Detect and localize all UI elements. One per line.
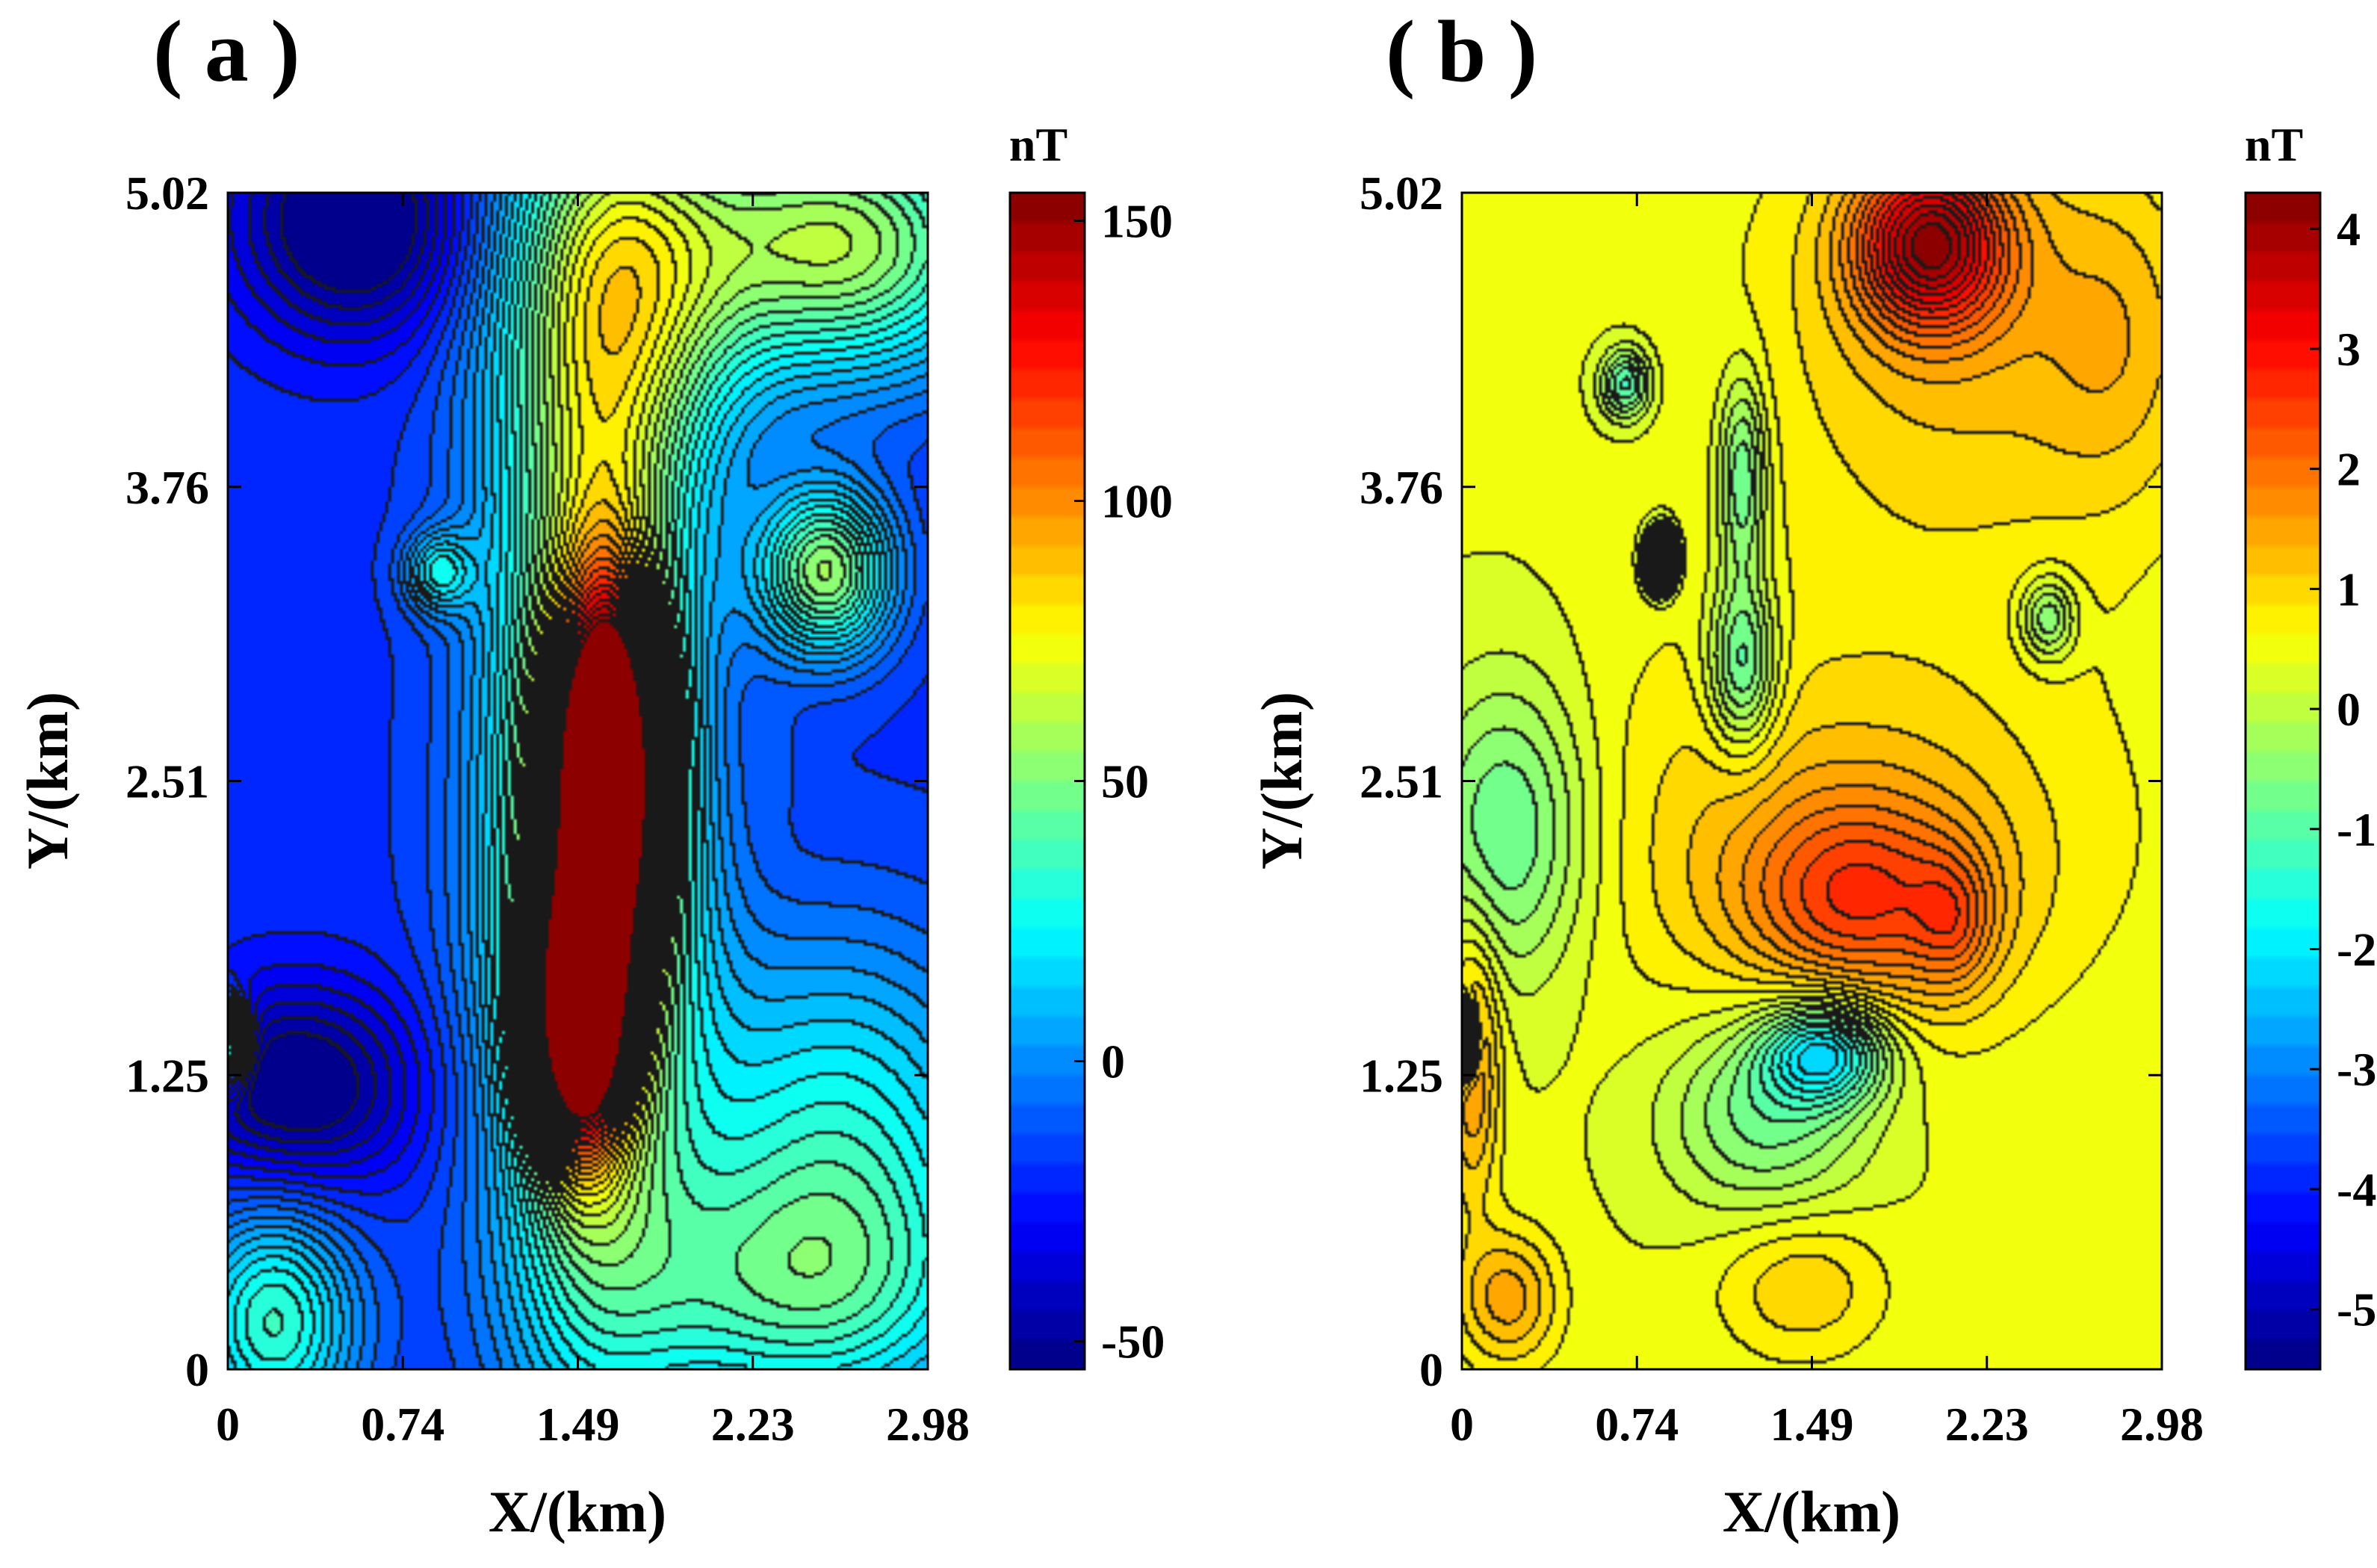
panel-a-x-ticks: 0 0.74 1.49 2.23 2.98 bbox=[216, 193, 970, 1451]
colorbar-tick-label: 0 bbox=[2337, 683, 2361, 736]
panel-a-colorbar-ticks: -50 0 50 100 150 bbox=[1074, 195, 1173, 1369]
panel-a-plot-area bbox=[226, 191, 929, 1371]
panel-a-label: ( a ) bbox=[153, 2, 300, 100]
panel-b-xlabel: X/(km) bbox=[1723, 1479, 1900, 1544]
colorbar-tick-label: 50 bbox=[1101, 755, 1149, 808]
panel-a-colorbar-unit: nT bbox=[1009, 118, 1067, 171]
panel-b-colorbar-image bbox=[2246, 193, 2320, 1369]
panel-a-colorbar-image bbox=[1010, 193, 1085, 1369]
colorbar-tick-label: 4 bbox=[2337, 202, 2361, 255]
panel-b-x-ticks: 0 0.74 1.49 2.23 2.98 bbox=[1450, 193, 2204, 1451]
colorbar-tick-label: -50 bbox=[1101, 1316, 1165, 1369]
y-tick-label: 1.25 bbox=[125, 1049, 209, 1102]
colorbar-tick-label: -1 bbox=[2337, 803, 2376, 856]
x-tick-label: 1.49 bbox=[536, 1398, 620, 1451]
x-tick-label: 0 bbox=[1450, 1398, 1474, 1451]
colorbar-tick-label: -5 bbox=[2337, 1283, 2376, 1336]
y-tick-label: 5.02 bbox=[125, 167, 209, 220]
panel-b-contour-image bbox=[1462, 193, 2162, 1369]
panel-a-ylabel: Y/(km) bbox=[15, 692, 80, 870]
y-tick-label: 5.02 bbox=[1360, 167, 1443, 220]
panel-a-contour-image bbox=[228, 193, 928, 1369]
panel-a-xlabel: X/(km) bbox=[489, 1479, 666, 1544]
x-tick-label: 2.98 bbox=[2120, 1398, 2204, 1451]
x-tick-label: 0.74 bbox=[361, 1398, 444, 1451]
panel-b-colorbar: -5 -4 -3 -2 -1 0 1 2 3 4 nT bbox=[2244, 118, 2376, 1371]
colorbar-tick-label: -3 bbox=[2337, 1043, 2376, 1096]
y-tick-label: 0 bbox=[1419, 1343, 1443, 1396]
colorbar-tick-label: 150 bbox=[1101, 195, 1173, 248]
y-tick-label: 3.76 bbox=[125, 461, 209, 514]
colorbar-tick-label: 1 bbox=[2337, 563, 2361, 616]
x-tick-label: 2.23 bbox=[1945, 1398, 2029, 1451]
y-tick-label: 2.51 bbox=[125, 755, 209, 808]
panel-b-colorbar-unit: nT bbox=[2245, 118, 2303, 171]
x-tick-label: 0 bbox=[216, 1398, 240, 1451]
panel-a-colorbar: -50 0 50 100 150 nT bbox=[1008, 118, 1173, 1371]
x-tick-label: 2.98 bbox=[886, 1398, 970, 1451]
panel-b-y-ticks: 0 1.25 2.51 3.76 5.02 bbox=[1360, 167, 2162, 1396]
panel-b-ylabel: Y/(km) bbox=[1249, 692, 1314, 870]
colorbar-tick-label: 3 bbox=[2337, 323, 2361, 376]
panel-b: ( b ) 0 0.74 1.49 2.23 2.98 0 1.25 2.51 3.76 5.0… bbox=[1249, 2, 2376, 1544]
colorbar-tick-label: 100 bbox=[1101, 475, 1173, 528]
y-tick-label: 1.25 bbox=[1360, 1049, 1443, 1102]
panel-b-colorbar-box bbox=[2244, 191, 2322, 1371]
y-tick-label: 2.51 bbox=[1360, 755, 1443, 808]
panel-b-label: ( b ) bbox=[1386, 2, 1537, 100]
colorbar-tick-label: -2 bbox=[2337, 923, 2376, 976]
colorbar-tick-label: 2 bbox=[2337, 443, 2361, 496]
x-tick-label: 0.74 bbox=[1595, 1398, 1679, 1451]
y-tick-label: 3.76 bbox=[1360, 461, 1443, 514]
x-tick-label: 1.49 bbox=[1770, 1398, 1854, 1451]
colorbar-tick-label: -4 bbox=[2337, 1163, 2376, 1216]
colorbar-tick-label: 0 bbox=[1101, 1035, 1125, 1088]
panel-a: ( a ) 0 0.74 1.49 2.23 2.98 0 1.25 2.51 3.76 5.0… bbox=[15, 2, 1173, 1544]
x-tick-label: 2.23 bbox=[711, 1398, 795, 1451]
y-tick-label: 0 bbox=[185, 1343, 209, 1396]
panel-b-colorbar-ticks: -5 -4 -3 -2 -1 0 1 2 3 4 bbox=[2310, 202, 2376, 1336]
panel-b-plot-area bbox=[1460, 191, 2163, 1371]
panel-a-y-ticks: 0 1.25 2.51 3.76 5.02 bbox=[125, 167, 928, 1396]
